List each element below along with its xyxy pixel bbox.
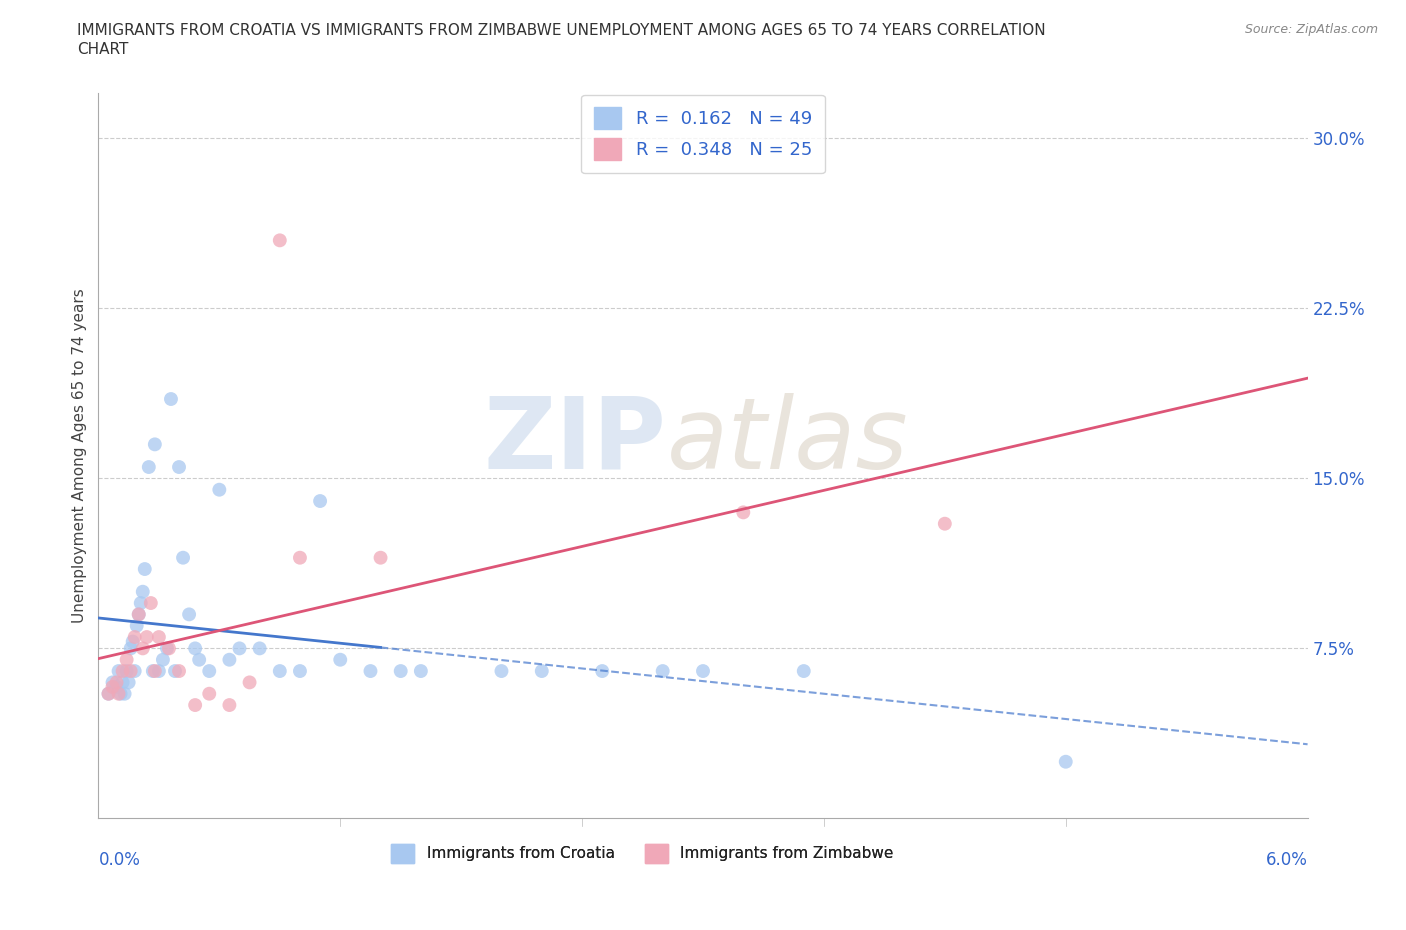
Point (124, 664, 146, 679)
Point (142, 664, 165, 679)
Point (218, 652, 240, 667)
Point (184, 698, 207, 712)
Legend: Immigrants from Croatia, Immigrants from Zimbabwe: Immigrants from Croatia, Immigrants from… (385, 838, 900, 869)
Point (208, 483, 231, 498)
Point (167, 459, 190, 474)
Point (389, 664, 412, 679)
Point (101, 675, 124, 690)
Point (793, 664, 815, 679)
Point (184, 641, 207, 656)
Point (120, 641, 142, 656)
Text: 0.0%: 0.0% (98, 851, 141, 869)
Point (105, 680, 128, 695)
Point (152, 652, 174, 667)
Point (591, 664, 613, 679)
Point (733, 505, 755, 520)
Text: ZIP: ZIP (484, 392, 666, 490)
Point (139, 595, 162, 610)
Point (129, 595, 152, 610)
Point (114, 686, 136, 701)
Point (491, 664, 513, 679)
Point (128, 607, 150, 622)
Point (288, 551, 311, 565)
Point (135, 630, 157, 644)
Point (198, 664, 221, 679)
Point (249, 641, 271, 656)
Point (115, 652, 138, 667)
Point (228, 641, 250, 656)
Text: atlas: atlas (666, 392, 908, 490)
Point (360, 664, 382, 679)
Point (167, 664, 190, 679)
Point (269, 664, 291, 679)
Text: CHART: CHART (77, 42, 129, 57)
Point (138, 459, 160, 474)
Point (329, 652, 352, 667)
Point (172, 551, 194, 565)
Text: IMMIGRANTS FROM CROATIA VS IMMIGRANTS FROM ZIMBABWE UNEMPLOYMENT AMONG AGES 65 T: IMMIGRANTS FROM CROATIA VS IMMIGRANTS FR… (77, 23, 1046, 38)
Point (110, 686, 132, 701)
Text: Source: ZipAtlas.com: Source: ZipAtlas.com (1244, 23, 1378, 36)
Point (101, 680, 124, 695)
Point (111, 664, 134, 679)
Y-axis label: Unemployment Among Ages 65 to 74 years: Unemployment Among Ages 65 to 74 years (72, 288, 87, 623)
Point (132, 584, 155, 599)
Point (148, 630, 170, 644)
Point (239, 675, 262, 690)
Point (156, 641, 179, 656)
Point (120, 664, 142, 679)
Point (97, 686, 120, 701)
Point (111, 675, 134, 690)
Point (157, 641, 180, 656)
Point (124, 630, 146, 644)
Point (370, 551, 392, 565)
Point (651, 664, 673, 679)
Point (179, 607, 201, 622)
Point (115, 664, 138, 679)
Point (107, 686, 129, 701)
Point (143, 664, 166, 679)
Point (118, 675, 141, 690)
Point (198, 686, 221, 701)
Point (148, 664, 170, 679)
Point (218, 698, 240, 712)
Point (188, 652, 211, 667)
Point (143, 437, 166, 452)
Point (1054, 754, 1077, 769)
Point (309, 494, 332, 509)
Point (132, 641, 155, 656)
Point (121, 634, 143, 649)
Point (269, 232, 291, 247)
Text: 6.0%: 6.0% (1265, 851, 1308, 869)
Point (107, 664, 129, 679)
Point (134, 562, 156, 577)
Point (163, 664, 186, 679)
Point (288, 664, 311, 679)
Point (125, 618, 148, 633)
Point (128, 607, 150, 622)
Point (409, 664, 432, 679)
Point (160, 392, 183, 406)
Point (97, 686, 120, 701)
Point (934, 516, 956, 531)
Point (530, 664, 553, 679)
Point (692, 664, 714, 679)
Point (105, 675, 128, 690)
